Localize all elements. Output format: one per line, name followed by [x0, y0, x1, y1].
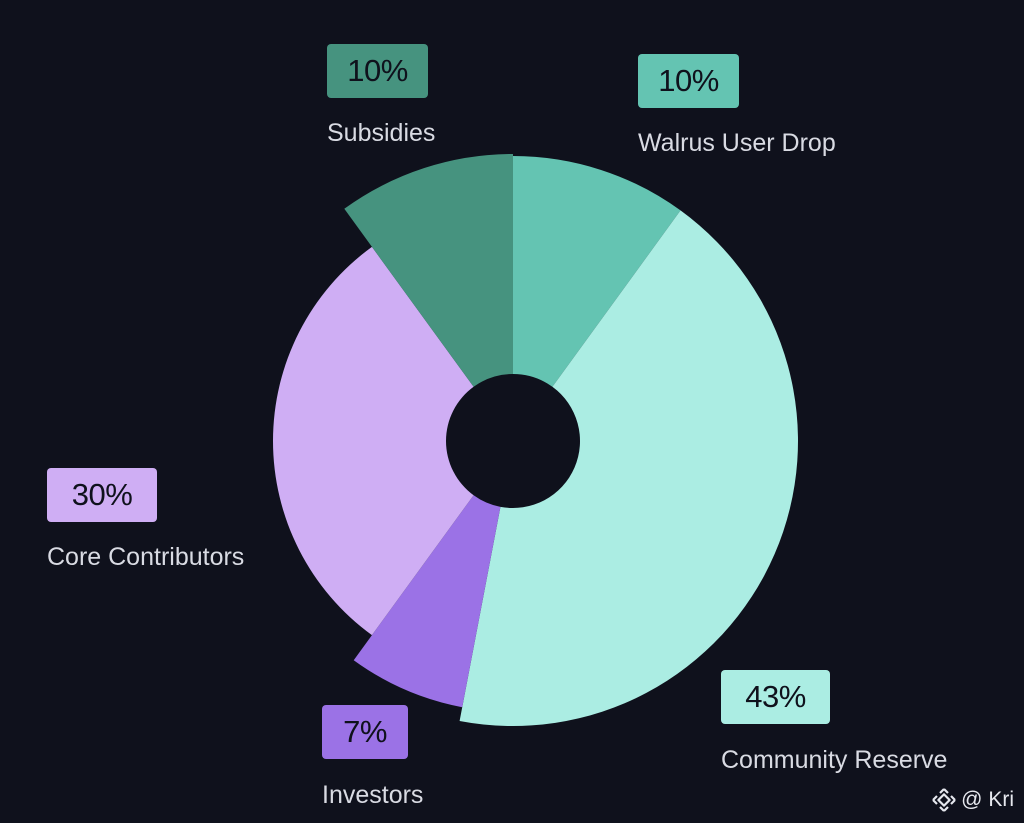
badge-core-contributors: 30% — [47, 468, 157, 522]
slice-path-community-reserve — [459, 210, 798, 726]
slice-core-contributors — [273, 246, 474, 636]
label-core-contributors: Core Contributors — [47, 543, 245, 571]
badge-investors: 7% — [322, 705, 408, 759]
slice-investors — [353, 495, 501, 708]
slice-walrus-user-drop — [513, 156, 681, 387]
slice-subsidies — [344, 154, 513, 387]
slice-path-walrus-user-drop — [513, 156, 681, 387]
watermark-text: @ Kri — [961, 788, 1014, 811]
label-subsidies: Subsidies — [327, 119, 436, 147]
slice-path-investors — [353, 495, 501, 708]
slice-path-core-contributors — [273, 246, 474, 636]
badge-subsidies: 10% — [327, 44, 428, 98]
label-community-reserve: Community Reserve — [721, 746, 948, 774]
badge-community-reserve: 43% — [721, 670, 830, 724]
label-walrus-user-drop: Walrus User Drop — [638, 129, 836, 157]
slice-path-subsidies — [344, 154, 513, 387]
slice-community-reserve — [459, 210, 798, 726]
label-investors: Investors — [322, 781, 424, 809]
badge-walrus-user-drop: 10% — [638, 54, 739, 108]
watermark: @ Kri — [931, 787, 1014, 813]
binance-logo-icon — [932, 788, 956, 812]
